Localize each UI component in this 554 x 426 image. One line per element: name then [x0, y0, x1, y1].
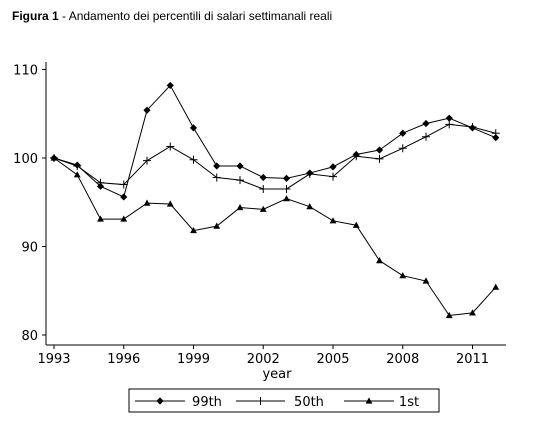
data-point-50th	[329, 172, 337, 181]
series-99th	[50, 81, 500, 201]
x-tick-label: 2002	[247, 352, 280, 367]
data-point-50th	[143, 156, 151, 165]
data-point-99th	[422, 119, 430, 128]
legend-label: 1st	[399, 395, 419, 410]
legend-marker	[256, 397, 265, 405]
data-point-1st	[445, 311, 453, 319]
data-point-1st	[97, 215, 104, 222]
y-tick-label: 90	[21, 241, 38, 256]
series-line-50th	[53, 123, 496, 190]
data-point-1st	[73, 171, 81, 178]
data-point-50th	[259, 184, 268, 193]
data-point-50th	[189, 155, 198, 164]
data-point-50th	[375, 154, 384, 163]
legend-marker	[156, 397, 164, 405]
data-point-99th	[329, 163, 337, 171]
series-50th	[50, 120, 500, 193]
y-axis: 80 90 100 110	[13, 62, 47, 345]
data-point-50th	[422, 132, 430, 141]
data-point-50th	[119, 180, 128, 189]
data-point-50th	[445, 120, 454, 129]
data-point-1st	[236, 203, 244, 211]
data-point-99th	[120, 193, 128, 201]
data-point-50th	[212, 173, 221, 182]
data-point-50th	[468, 123, 477, 132]
data-point-1st	[306, 203, 314, 210]
y-tick-label: 100	[13, 152, 38, 167]
data-point-1st	[399, 272, 407, 279]
figure-caption-prefix: Figura 1	[12, 9, 59, 23]
legend-item-50th: 50th	[236, 395, 324, 410]
x-tick-label: 2005	[316, 352, 349, 367]
legend-item-1st: 1st	[344, 395, 419, 410]
figure-caption: Figura 1 - Andamento dei percentili di s…	[12, 9, 332, 23]
data-point-99th	[143, 106, 151, 114]
y-tick-label: 110	[13, 64, 38, 79]
data-point-1st	[50, 154, 58, 161]
data-point-50th	[73, 161, 82, 170]
data-point-50th	[96, 178, 105, 187]
data-point-50th	[282, 184, 291, 193]
x-tick-label: 1993	[37, 352, 70, 367]
data-point-1st	[120, 215, 128, 222]
data-point-99th	[399, 129, 407, 137]
data-point-1st	[166, 200, 174, 207]
data-point-99th	[236, 162, 244, 170]
series-1st	[50, 154, 500, 319]
data-point-99th	[166, 81, 174, 90]
data-point-99th	[213, 162, 221, 170]
data-point-1st	[352, 221, 360, 228]
data-point-50th	[352, 152, 361, 161]
data-point-50th	[236, 176, 244, 185]
data-point-50th	[305, 169, 314, 178]
data-point-50th	[166, 142, 175, 151]
x-axis-label: year	[262, 367, 292, 382]
data-point-99th	[259, 173, 267, 182]
legend-item-99th: 99th	[135, 395, 222, 410]
data-point-50th	[491, 129, 500, 138]
series-line-99th	[53, 84, 496, 198]
legend-marker	[365, 397, 373, 404]
data-point-1st	[283, 195, 290, 202]
legend-label: 50th	[294, 395, 324, 410]
data-point-1st	[143, 199, 151, 206]
data-point-1st	[190, 226, 197, 234]
data-point-1st	[469, 309, 476, 316]
x-tick-label: 2008	[386, 352, 419, 367]
x-tick-label: 1996	[107, 352, 140, 367]
x-tick-label: 1999	[177, 352, 210, 367]
data-point-1st	[492, 283, 500, 290]
legend: 99th 50th 1st	[128, 388, 440, 413]
legend-label: 99th	[192, 395, 222, 410]
data-point-50th	[398, 144, 407, 153]
figure-caption-text: - Andamento dei percentili di salari set…	[58, 9, 333, 23]
data-point-1st	[376, 257, 383, 264]
x-tick-label: 2011	[456, 352, 489, 367]
data-point-99th	[492, 134, 500, 142]
data-point-99th	[282, 174, 291, 182]
data-point-99th	[445, 114, 453, 122]
series-layer	[50, 81, 500, 319]
data-point-1st	[259, 205, 267, 212]
series-line-1st	[53, 157, 497, 317]
y-tick-label: 80	[21, 329, 38, 344]
data-point-1st	[213, 222, 221, 229]
data-point-99th	[189, 124, 198, 132]
data-point-1st	[329, 217, 337, 224]
data-point-1st	[422, 277, 430, 284]
x-axis: 1993 1996 1999 2002 2005 2008 2011	[37, 344, 506, 367]
data-point-99th	[375, 146, 384, 154]
